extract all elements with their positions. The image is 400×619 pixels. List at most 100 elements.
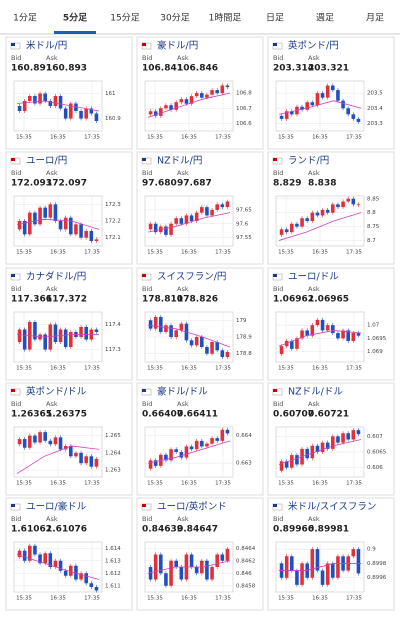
candle (43, 334, 47, 350)
bid-label: Bid (273, 285, 283, 293)
candle (205, 347, 209, 354)
candle (225, 201, 230, 208)
candle (200, 207, 204, 213)
flag-mark (273, 274, 277, 277)
pair-title[interactable]: ランド/円 (288, 156, 329, 167)
y-tick-label: 0.663 (236, 461, 252, 467)
candle (225, 85, 230, 88)
y-tick-label: 0.6065 (367, 450, 387, 456)
moving-average (16, 445, 100, 474)
tab-label[interactable]: 日足 (266, 13, 284, 24)
candle (69, 103, 73, 119)
flag-mark (11, 158, 15, 161)
tab-label[interactable]: 5分足 (63, 12, 88, 24)
pair-title[interactable]: 豪ドル/円 (157, 40, 198, 52)
pair-title[interactable]: 豪ドル/ドル (157, 386, 208, 398)
candle (164, 454, 168, 461)
candle (69, 565, 73, 576)
tab-label[interactable]: 1時間足 (209, 13, 242, 24)
x-tick-label: 16:35 (181, 481, 197, 487)
tab[interactable] (301, 2, 349, 33)
ask-value: 0.89981 (308, 525, 349, 535)
pair-title[interactable]: ユーロ/英ポンド (157, 501, 227, 513)
flag-mark (11, 504, 15, 507)
candle (43, 432, 47, 441)
x-tick-label: 15:35 (278, 596, 294, 602)
tab-label[interactable]: 月足 (366, 13, 384, 24)
tab[interactable] (351, 2, 399, 33)
candle (194, 93, 199, 97)
tab[interactable] (1, 2, 49, 33)
x-tick-label: 16:35 (181, 250, 197, 256)
y-tick-label: 117.4 (105, 322, 121, 328)
candle (200, 93, 204, 98)
tab[interactable] (201, 2, 249, 33)
pair-title[interactable]: NZドル/ドル (288, 387, 343, 398)
bid-value: 0.84639 (142, 525, 183, 535)
tab-label[interactable]: 15分足 (110, 13, 139, 24)
candle (28, 435, 32, 448)
candle (94, 113, 99, 121)
candle (179, 452, 184, 458)
tab-label[interactable]: 30分足 (160, 13, 189, 24)
candle (17, 221, 22, 230)
pair-title[interactable]: 米ドル/スイスフラン (288, 501, 376, 513)
bid-value: 1.06962 (273, 295, 314, 305)
candle (184, 446, 189, 458)
candle (153, 554, 158, 580)
moving-average (279, 563, 361, 571)
ask-value: 106.846 (177, 64, 218, 74)
y-tick-label: 8.7 (367, 238, 376, 244)
x-tick-label: 15:35 (147, 250, 163, 256)
tab-label[interactable]: 1分足 (13, 13, 37, 24)
candle (33, 212, 37, 225)
pair-title[interactable]: ユーロ/円 (26, 156, 67, 167)
pair-title[interactable]: カナダドル/円 (26, 271, 86, 283)
candle (58, 437, 63, 450)
flag-mark (273, 504, 277, 507)
bid-label: Bid (273, 400, 283, 408)
tab[interactable] (51, 2, 99, 33)
ask-value: 172.097 (46, 179, 87, 189)
tab[interactable] (251, 2, 299, 33)
flag-mark (142, 43, 146, 46)
y-tick-label: 97.6 (236, 221, 249, 227)
candle (28, 212, 32, 235)
candle (220, 350, 225, 357)
moving-average (278, 330, 362, 347)
candle (320, 209, 325, 216)
pair-title[interactable]: ユーロ/ドル (288, 272, 339, 283)
candle (346, 330, 350, 341)
ask-value: 1.26375 (46, 410, 87, 420)
x-tick-label: 15:35 (147, 596, 163, 602)
tab[interactable] (101, 2, 149, 33)
bid-value: 117.366 (11, 295, 52, 305)
ask-value: 0.60721 (308, 410, 349, 420)
y-tick-label: 8.8 (367, 210, 376, 216)
candle (69, 445, 73, 457)
candle (220, 554, 225, 561)
pair-title[interactable]: 米ドル/円 (26, 40, 67, 52)
tab-label[interactable]: 週足 (316, 13, 334, 24)
candle (84, 231, 88, 238)
candle (215, 342, 219, 351)
candle (290, 455, 294, 468)
pair-title[interactable]: 英ポンド/円 (288, 40, 339, 52)
candle (179, 323, 184, 331)
pair-title[interactable]: 英ポンド/ドル (26, 386, 87, 398)
pair-title[interactable]: ユーロ/豪ドル (26, 501, 87, 513)
x-tick-label: 15:35 (16, 250, 32, 256)
pair-title[interactable]: スイスフラン/円 (157, 272, 226, 283)
candle (210, 567, 214, 580)
moving-average (16, 218, 100, 230)
candle (33, 322, 37, 340)
candle (194, 440, 199, 450)
candle (279, 461, 284, 471)
pair-title[interactable]: NZドル/円 (157, 156, 202, 167)
tab[interactable] (151, 2, 199, 33)
x-tick-label: 17:35 (215, 135, 231, 141)
flag-mark (142, 389, 146, 392)
bid-value: 160.891 (11, 64, 52, 74)
candle (48, 324, 53, 350)
candle (53, 324, 58, 342)
